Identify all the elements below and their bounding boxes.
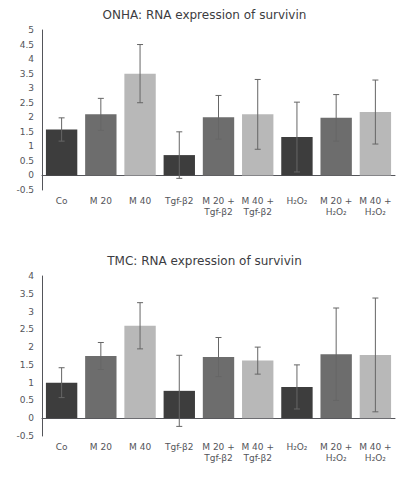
svg-text:3.5: 3.5 xyxy=(20,69,34,79)
svg-text:0.5: 0.5 xyxy=(20,395,34,405)
svg-text:H₂O₂: H₂O₂ xyxy=(286,442,307,452)
svg-text:2: 2 xyxy=(28,112,34,122)
svg-text:H₂O₂: H₂O₂ xyxy=(365,453,386,463)
svg-text:0: 0 xyxy=(28,170,34,180)
svg-text:M 20: M 20 xyxy=(90,196,112,206)
svg-text:4: 4 xyxy=(28,54,34,64)
svg-text:M 20 +: M 20 + xyxy=(202,196,234,206)
svg-text:M 40: M 40 xyxy=(129,442,151,452)
svg-text:3: 3 xyxy=(28,83,34,93)
svg-text:5: 5 xyxy=(28,25,34,35)
svg-text:0.5: 0.5 xyxy=(20,156,34,166)
svg-text:H₂O₂: H₂O₂ xyxy=(326,453,347,463)
svg-text:2: 2 xyxy=(28,342,34,352)
svg-text:M 20 +: M 20 + xyxy=(320,196,352,206)
svg-text:Tgf-β2: Tgf-β2 xyxy=(242,207,272,217)
svg-text:Co: Co xyxy=(56,196,68,206)
svg-text:-0.5: -0.5 xyxy=(16,431,34,441)
svg-text:M 40 +: M 40 + xyxy=(241,442,273,452)
svg-text:4: 4 xyxy=(28,271,34,281)
svg-text:M 20 +: M 20 + xyxy=(320,442,352,452)
svg-text:H₂O₂: H₂O₂ xyxy=(286,196,307,206)
svg-text:3: 3 xyxy=(28,307,34,317)
svg-text:1.5: 1.5 xyxy=(20,127,34,137)
svg-text:M 40 +: M 40 + xyxy=(359,442,391,452)
svg-text:1.5: 1.5 xyxy=(20,360,34,370)
svg-text:H₂O₂: H₂O₂ xyxy=(365,207,386,217)
svg-text:Tgf-β2: Tgf-β2 xyxy=(164,442,194,452)
svg-text:M 40 +: M 40 + xyxy=(241,196,273,206)
svg-text:Tgf-β2: Tgf-β2 xyxy=(203,453,233,463)
svg-text:3.5: 3.5 xyxy=(20,289,34,299)
svg-text:-0.5: -0.5 xyxy=(16,185,34,195)
svg-text:M 20: M 20 xyxy=(90,442,112,452)
svg-text:1: 1 xyxy=(28,378,34,388)
svg-text:H₂O₂: H₂O₂ xyxy=(326,207,347,217)
svg-text:M 20 +: M 20 + xyxy=(202,442,234,452)
svg-text:Tgf-β2: Tgf-β2 xyxy=(164,196,194,206)
svg-text:ONHA: RNA expression of surviv: ONHA: RNA expression of survivin xyxy=(103,8,307,22)
svg-text:2.5: 2.5 xyxy=(20,324,34,334)
svg-text:Co: Co xyxy=(56,442,68,452)
svg-text:M 40 +: M 40 + xyxy=(359,196,391,206)
svg-text:1: 1 xyxy=(28,141,34,151)
svg-text:2.5: 2.5 xyxy=(20,98,34,108)
svg-text:Tgf-β2: Tgf-β2 xyxy=(203,207,233,217)
svg-text:0: 0 xyxy=(28,413,34,423)
svg-text:TMC: RNA expression of survivi: TMC: RNA expression of survivin xyxy=(106,254,301,268)
svg-text:Tgf-β2: Tgf-β2 xyxy=(242,453,272,463)
svg-text:4.5: 4.5 xyxy=(20,40,34,50)
svg-text:M 40: M 40 xyxy=(129,196,151,206)
